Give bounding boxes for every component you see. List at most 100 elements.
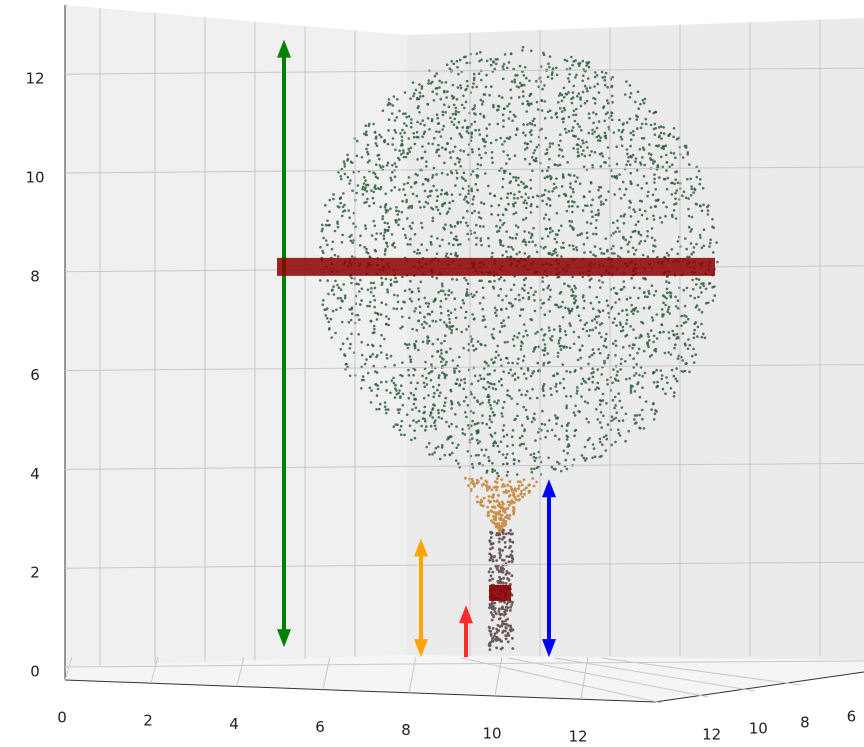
trunk-point — [499, 556, 502, 559]
canopy-point — [460, 136, 463, 139]
canopy-point — [586, 146, 589, 149]
canopy-point — [661, 378, 664, 381]
canopy-point — [593, 85, 596, 88]
canopy-point — [527, 143, 530, 146]
canopy-point — [612, 342, 615, 345]
canopy-point — [587, 421, 590, 424]
canopy-point — [419, 311, 422, 314]
trunk-point — [498, 533, 501, 536]
canopy-point — [586, 330, 589, 333]
canopy-point — [473, 294, 476, 297]
canopy-point — [605, 346, 608, 349]
canopy-point — [519, 314, 522, 317]
canopy-point — [481, 308, 484, 311]
canopy-point — [544, 343, 547, 346]
canopy-point — [668, 331, 671, 334]
canopy-point — [687, 338, 690, 341]
canopy-point — [556, 461, 559, 464]
canopy-point — [545, 213, 548, 216]
canopy-point — [652, 162, 655, 165]
canopy-point — [620, 363, 623, 366]
canopy-point — [437, 144, 440, 147]
canopy-point — [512, 452, 515, 455]
canopy-point — [629, 84, 632, 87]
canopy-point — [440, 352, 443, 355]
trunk-point — [511, 574, 514, 577]
canopy-point — [491, 462, 494, 465]
canopy-point — [541, 302, 544, 305]
canopy-point — [665, 169, 668, 172]
canopy-point — [425, 160, 428, 163]
canopy-point — [598, 279, 601, 282]
canopy-point — [674, 343, 677, 346]
canopy-point — [500, 322, 503, 325]
canopy-point — [603, 345, 606, 348]
canopy-point — [467, 202, 470, 205]
canopy-point — [397, 392, 400, 395]
canopy-point — [604, 340, 607, 343]
canopy-point — [511, 119, 514, 122]
canopy-point — [640, 234, 643, 237]
canopy-point — [513, 114, 516, 117]
canopy-point — [377, 388, 380, 391]
canopy-point — [451, 452, 454, 455]
canopy-point — [431, 355, 434, 358]
canopy-point — [514, 378, 517, 381]
canopy-point — [582, 74, 585, 77]
branch-point — [503, 491, 506, 494]
canopy-point — [566, 452, 569, 455]
canopy-point — [439, 319, 442, 322]
canopy-point — [497, 105, 500, 108]
canopy-point — [494, 469, 497, 472]
canopy-point — [652, 250, 655, 253]
canopy-point — [594, 76, 597, 79]
canopy-point — [446, 173, 449, 176]
canopy-point — [417, 287, 420, 290]
canopy-point — [522, 218, 525, 221]
canopy-point — [569, 347, 572, 350]
canopy-point — [386, 245, 389, 248]
canopy-point — [438, 374, 441, 377]
canopy-point — [614, 441, 617, 444]
canopy-point — [384, 405, 387, 408]
canopy-point — [321, 224, 324, 227]
canopy-point — [497, 354, 500, 357]
canopy-point — [479, 164, 482, 167]
x-tick-label: 6 — [315, 718, 325, 736]
canopy-point — [349, 179, 352, 182]
canopy-point — [659, 216, 662, 219]
canopy-point — [530, 211, 533, 214]
canopy-point — [450, 423, 453, 426]
canopy-point — [673, 347, 676, 350]
canopy-point — [385, 278, 388, 281]
canopy-point — [548, 419, 551, 422]
canopy-point — [599, 403, 602, 406]
canopy-point — [423, 321, 426, 324]
canopy-point — [695, 176, 698, 179]
canopy-point — [346, 154, 349, 157]
canopy-point — [437, 209, 440, 212]
canopy-point — [571, 64, 574, 67]
trunk-point — [489, 579, 492, 582]
canopy-point — [495, 314, 498, 317]
canopy-point — [580, 395, 583, 398]
canopy-point — [640, 240, 643, 243]
canopy-point — [667, 177, 670, 180]
canopy-point — [405, 237, 408, 240]
canopy-point — [648, 292, 651, 295]
trunk-point — [498, 537, 501, 540]
canopy-point — [338, 286, 341, 289]
canopy-point — [677, 307, 680, 310]
canopy-point — [540, 99, 543, 102]
canopy-point — [623, 286, 626, 289]
canopy-point — [530, 187, 533, 190]
canopy-point — [588, 117, 591, 120]
canopy-point — [388, 318, 391, 321]
canopy-point — [661, 374, 664, 377]
canopy-point — [332, 241, 335, 244]
canopy-point — [520, 196, 523, 199]
canopy-point — [383, 237, 386, 240]
canopy-point — [544, 347, 547, 350]
canopy-point — [595, 408, 598, 411]
canopy-point — [579, 319, 582, 322]
